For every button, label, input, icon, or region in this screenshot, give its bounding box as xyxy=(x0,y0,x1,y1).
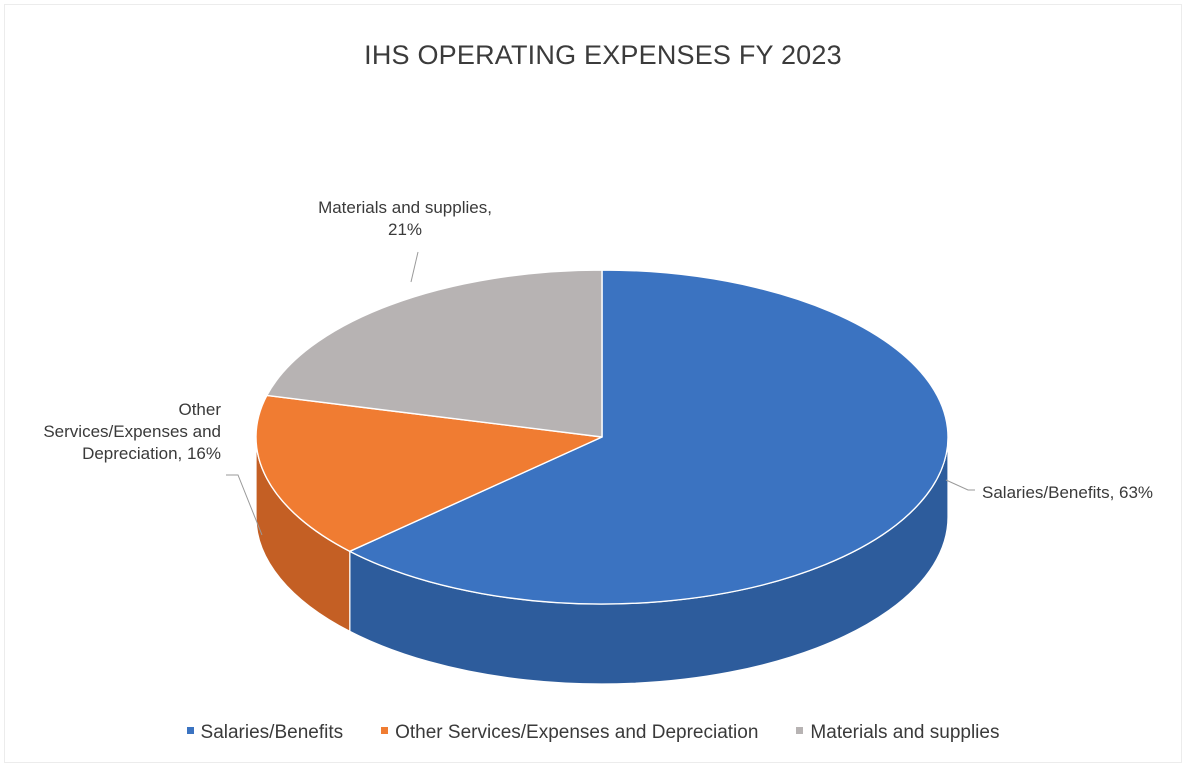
legend-label-salaries-benefits: Salaries/Benefits xyxy=(200,722,344,743)
pie-leader-lines xyxy=(226,251,975,536)
legend-label-other-services-expenses-and-depreciation: Other Services/Expenses and Depreciation xyxy=(395,722,759,743)
leader-line-other-services-expenses-and-depreciation xyxy=(226,474,263,536)
leader-line-materials-and-supplies xyxy=(410,251,419,283)
chart-title: IHS OPERATING EXPENSES FY 2023 xyxy=(364,40,842,70)
pie-slice-materials-and-supplies xyxy=(266,269,603,438)
legend-item-other-services-expenses-and-depreciation: Other Services/Expenses and Depreciation xyxy=(381,722,758,744)
legend-swatch-other-services-expenses-and-depreciation xyxy=(381,727,389,735)
data-label-salaries-benefits: Salaries/Benefits, 63% xyxy=(982,483,1153,502)
legend: Salaries/Benefits Other Services/Expenses… xyxy=(0,722,1186,744)
legend-item-salaries-benefits: Salaries/Benefits xyxy=(186,722,344,744)
data-label-other-services-expenses-and-depreciation: Other Services/Expenses and Depreciation, … xyxy=(43,400,221,463)
data-label-materials-and-supplies: Materials and supplies, 21% xyxy=(318,198,492,239)
pie-slice-salaries-benefits xyxy=(349,269,949,605)
leader-line-salaries-benefits xyxy=(945,479,975,491)
legend-swatch-materials-and-supplies xyxy=(796,727,804,735)
legend-swatch-salaries-benefits xyxy=(186,727,194,735)
legend-item-materials-and-supplies: Materials and supplies xyxy=(796,722,999,744)
pie-tops xyxy=(255,269,949,605)
pie-data-labels: Salaries/Benefits, 63% Other Services/Expe… xyxy=(43,198,1153,502)
pie-slice-other-services-expenses-and-depreciation xyxy=(255,394,603,553)
legend-label-materials-and-supplies: Materials and supplies xyxy=(810,722,1000,743)
